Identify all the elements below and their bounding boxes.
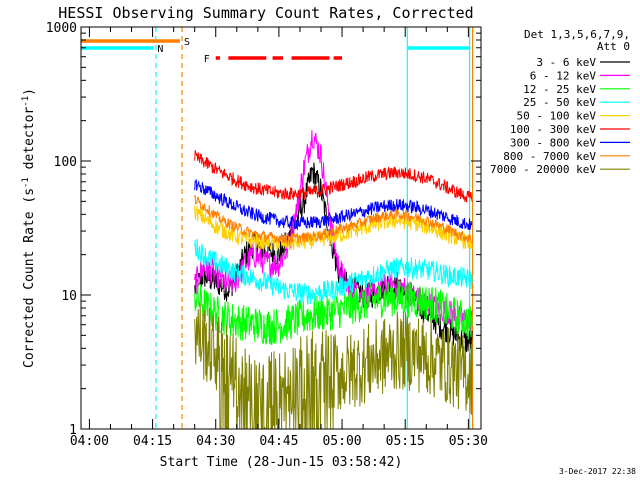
series-line: [194, 279, 473, 345]
legend-entry: 100 - 300 keV: [510, 123, 630, 136]
y-tick-label: 1: [69, 423, 77, 438]
y-axis-label: Corrected Count Rate (s-1 detector-1): [21, 88, 37, 368]
legend-entry: 3 - 6 keV: [536, 56, 630, 69]
x-tick-label: 05:00: [322, 434, 361, 449]
series-line: [194, 238, 473, 306]
series-line: [194, 205, 473, 251]
x-axis-label: Start Time (28-Jun-15 03:58:42): [160, 455, 403, 470]
x-tick-label: 04:00: [70, 434, 109, 449]
legend-label: 100 - 300 keV: [510, 123, 596, 136]
flag-label: S: [184, 37, 190, 48]
y-axis: 1 10 100 1000: [46, 21, 481, 438]
series-7: [194, 179, 473, 231]
y-tick-label: 10: [61, 289, 77, 304]
flag-f: F: [204, 54, 343, 65]
legend-entry: 300 - 800 keV: [510, 136, 630, 149]
x-tick-label: 05:15: [386, 434, 425, 449]
legend-label: 6 - 12 keV: [530, 69, 597, 82]
flag-s: S: [81, 37, 190, 48]
y-axis-label-sup1: -1: [21, 177, 31, 188]
y-axis-label-end: ): [22, 88, 37, 96]
legend-entry: 25 - 50 keV: [523, 96, 630, 109]
series-line: [194, 150, 473, 203]
y-axis-label-sup2: -1: [21, 96, 31, 107]
y-axis-label-mid: detector: [22, 107, 37, 178]
flag-label: N: [157, 44, 163, 55]
flag-n: N: [81, 44, 470, 55]
legend-label: 3 - 6 keV: [536, 56, 596, 69]
y-tick-label: 100: [54, 155, 77, 170]
chart-title: HESSI Observing Summary Count Rates, Cor…: [58, 4, 473, 22]
series-line: [194, 195, 473, 244]
series-6: [194, 150, 473, 203]
legend-label: 800 - 7000 keV: [503, 150, 596, 163]
flag-bars: S N F: [81, 37, 470, 65]
x-tick-label: 04:30: [196, 434, 235, 449]
y-axis-label-main: Corrected Count Rate (s: [22, 188, 37, 368]
legend-label: 50 - 100 keV: [517, 110, 597, 123]
legend-label: 12 - 25 keV: [523, 83, 596, 96]
series-9: [194, 303, 473, 429]
legend-entry: 800 - 7000 keV: [503, 150, 630, 163]
legend-entry: 12 - 25 keV: [523, 83, 630, 96]
x-tick-label: 05:30: [449, 434, 488, 449]
legend-label: 25 - 50 keV: [523, 96, 596, 109]
legend-label: 300 - 800 keV: [510, 136, 596, 149]
x-tick-label: 04:45: [259, 434, 298, 449]
legend-entry: 6 - 12 keV: [530, 69, 630, 82]
legend-header-1: Det 1,3,5,6,7,9,: [524, 28, 630, 41]
series-8: [194, 195, 473, 244]
series-line: [194, 303, 473, 429]
series-3: [194, 279, 473, 345]
legend-header-2: Att 0: [597, 40, 630, 53]
series-4: [194, 238, 473, 306]
footer-date: 3-Dec-2017 22:38: [559, 467, 636, 476]
flag-label: F: [204, 54, 210, 65]
series-line: [194, 179, 473, 231]
x-tick-label: 04:15: [133, 434, 172, 449]
legend-entry: 50 - 100 keV: [517, 110, 630, 123]
legend-entry: 7000 - 20000 keV: [490, 163, 630, 176]
series-5: [194, 205, 473, 251]
x-axis: 04:00 04:15 04:30 04:45 05:00 05:15 05:30: [70, 27, 488, 449]
y-tick-label: 1000: [46, 21, 77, 36]
legend-label: 7000 - 20000 keV: [490, 163, 596, 176]
series-layer: [194, 130, 473, 429]
plot-frame: [80, 26, 482, 430]
